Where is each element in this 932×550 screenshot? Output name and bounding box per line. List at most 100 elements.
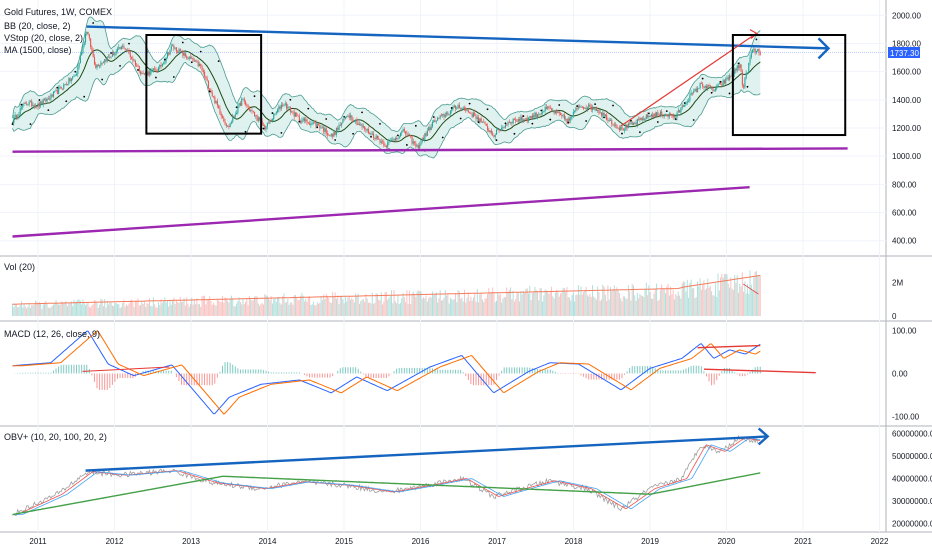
candle-body[interactable] [463,107,466,109]
candle-body[interactable] [408,134,411,136]
candle-body[interactable] [647,114,649,118]
candle-body[interactable] [284,103,286,105]
candle-body[interactable] [90,38,92,47]
candle-body[interactable] [128,50,130,54]
candle-body[interactable] [309,123,311,126]
candle-body[interactable] [457,104,459,108]
candle-body[interactable] [588,104,590,108]
candle-body[interactable] [657,112,659,115]
candle-body[interactable] [370,133,372,135]
candle-body[interactable] [192,58,194,62]
candle-body[interactable] [310,123,312,126]
candle-body[interactable] [237,105,239,113]
candle-body[interactable] [238,103,240,106]
candle-body[interactable] [41,101,43,105]
candle-body[interactable] [294,112,297,117]
candle-body[interactable] [686,101,688,103]
candle-body[interactable] [570,116,572,121]
candle-body[interactable] [328,134,330,136]
candle-body[interactable] [481,121,484,123]
candle-body[interactable] [38,103,40,107]
candle-body[interactable] [383,141,385,146]
candle-body[interactable] [333,131,335,137]
candle-body[interactable] [77,67,79,74]
candle-body[interactable] [56,89,58,94]
candle-body[interactable] [633,122,635,125]
candle-body[interactable] [530,116,532,119]
candle-body[interactable] [544,106,546,111]
candle-body[interactable] [67,83,69,85]
candle-body[interactable] [668,113,670,117]
candle-body[interactable] [275,112,277,114]
candle-body[interactable] [59,86,61,88]
candle-body[interactable] [698,87,700,89]
candle-body[interactable] [255,115,257,117]
candle-body[interactable] [339,124,341,126]
candle-body[interactable] [293,111,295,117]
candle-body[interactable] [302,118,304,121]
candle-body[interactable] [688,100,690,102]
candle-body[interactable] [676,112,678,118]
candle-body[interactable] [297,115,299,117]
candle-body[interactable] [213,96,215,98]
candle-body[interactable] [97,64,99,67]
candle-body[interactable] [421,138,423,142]
candle-body[interactable] [510,122,512,124]
candle-body[interactable] [420,141,422,145]
candle-body[interactable] [110,56,112,58]
candle-body[interactable] [478,117,480,122]
candle-body[interactable] [567,118,569,123]
candle-body[interactable] [577,106,580,108]
candle-body[interactable] [442,113,444,116]
candle-body[interactable] [72,76,74,79]
obv-mid-ma-line[interactable] [12,437,761,515]
candle-body[interactable] [611,119,613,125]
candle-body[interactable] [583,106,585,109]
candle-body[interactable] [229,123,231,128]
candle-body[interactable] [74,75,76,77]
candle-body[interactable] [714,88,717,91]
candle-body[interactable] [740,64,742,72]
candle-body[interactable] [246,104,248,106]
candle-body[interactable] [216,100,218,106]
candle-body[interactable] [266,122,268,127]
candle-body[interactable] [134,60,137,66]
candle-body[interactable] [133,60,135,62]
candle-body[interactable] [42,99,44,105]
candle-body[interactable] [140,71,142,74]
obv-pane[interactable] [12,434,761,516]
candle-body[interactable] [242,98,244,100]
candle-body[interactable] [540,113,542,114]
candle-body[interactable] [19,108,21,115]
candle-body[interactable] [159,65,161,68]
candle-body[interactable] [689,95,691,101]
candle-body[interactable] [627,123,629,128]
candle-body[interactable] [563,114,565,119]
candle-body[interactable] [175,47,177,52]
candle-body[interactable] [392,139,394,141]
candle-body[interactable] [615,124,617,126]
candle-body[interactable] [485,123,487,126]
candle-body[interactable] [723,80,726,84]
candle-body[interactable] [448,113,450,115]
candle-body[interactable] [265,126,267,130]
candle-body[interactable] [13,117,15,124]
candle-body[interactable] [218,105,220,109]
candle-body[interactable] [612,124,614,126]
candle-body[interactable] [338,124,340,130]
candle-body[interactable] [301,120,303,123]
candle-body[interactable] [401,131,403,133]
candle-body[interactable] [703,86,705,88]
candle-body[interactable] [351,115,353,120]
candle-body[interactable] [515,119,517,122]
candle-body[interactable] [371,133,373,135]
candle-body[interactable] [300,121,302,123]
candle-body[interactable] [460,108,462,110]
candle-body[interactable] [411,136,413,144]
candle-body[interactable] [291,111,293,113]
candle-body[interactable] [526,117,528,122]
candle-body[interactable] [744,78,746,88]
candle-body[interactable] [45,98,47,102]
candle-body[interactable] [188,56,190,59]
candle-body[interactable] [516,121,518,123]
